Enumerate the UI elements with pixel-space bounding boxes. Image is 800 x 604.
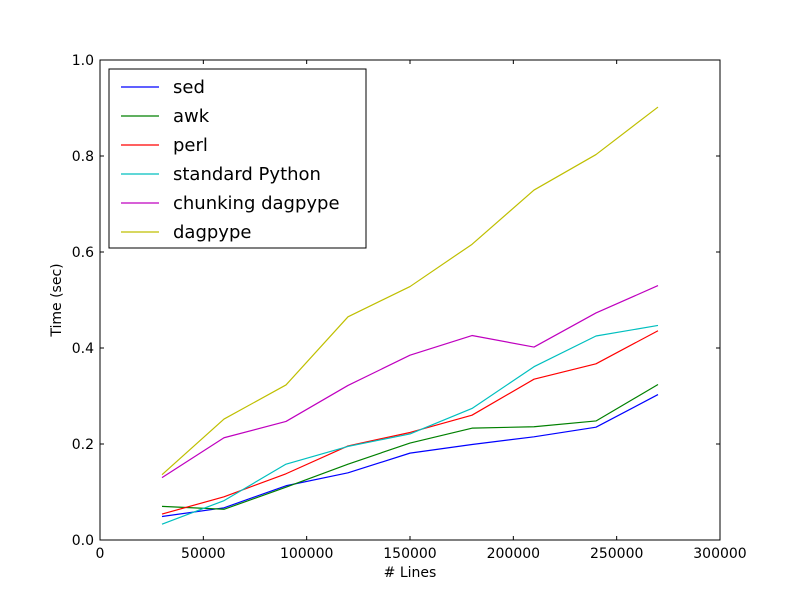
series-line-chunking-dagpype bbox=[161, 285, 659, 479]
series-line-awk bbox=[161, 383, 659, 510]
legend-box bbox=[108, 68, 367, 249]
y-tick-label: 0.6 bbox=[72, 245, 94, 261]
series-line-sed bbox=[161, 394, 659, 518]
legend-label-perl: perl bbox=[173, 135, 208, 156]
legend-label-dagpype: dagpype bbox=[173, 222, 251, 243]
y-tick-label: 0.0 bbox=[72, 533, 94, 549]
x-tick-label: 0 bbox=[96, 546, 105, 562]
legend-label-awk: awk bbox=[173, 106, 210, 127]
series-line-standard-python bbox=[161, 324, 659, 525]
legend-label-standard-python: standard Python bbox=[173, 164, 321, 185]
x-tick-label: 100000 bbox=[280, 546, 333, 562]
legend-label-chunking-dagpype: chunking dagpype bbox=[173, 193, 340, 214]
axis-ticks: 0 50000 100000 150000 200000 250000 300000 0.0 0… bbox=[72, 53, 747, 562]
y-tick-label: 0.4 bbox=[72, 341, 94, 357]
y-tick-label: 0.8 bbox=[72, 149, 94, 165]
x-tick-label: 250000 bbox=[590, 546, 643, 562]
y-axis-label: Time (sec) bbox=[49, 263, 65, 337]
x-tick-label: 150000 bbox=[383, 546, 436, 562]
y-tick-label: 1.0 bbox=[72, 53, 94, 69]
x-tick-label: 50000 bbox=[181, 546, 226, 562]
x-tick-label: 300000 bbox=[693, 546, 746, 562]
x-tick-label: 200000 bbox=[487, 546, 540, 562]
series-line-dagpype bbox=[161, 106, 659, 476]
y-tick-label: 0.2 bbox=[72, 437, 94, 453]
series-lines bbox=[161, 106, 659, 525]
x-axis-label: # Lines bbox=[384, 565, 437, 581]
legend: sed awk perl standard Python chunking dagpyp… bbox=[108, 68, 367, 249]
legend-label-sed: sed bbox=[173, 77, 205, 98]
